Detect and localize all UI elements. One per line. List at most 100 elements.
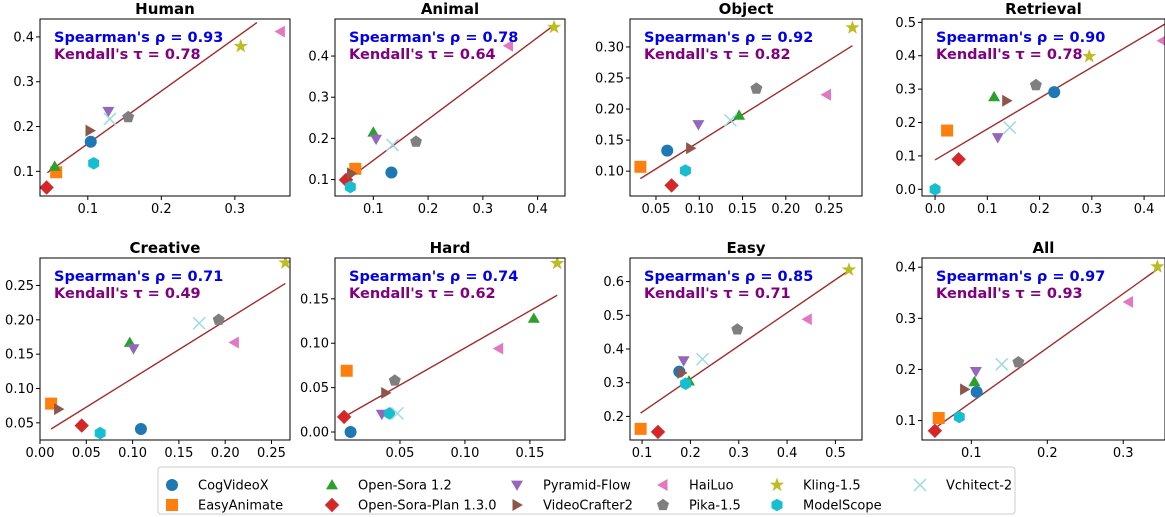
- legend: CogVideoX EasyAnimate Open-Sora 1.2 Open-So…: [157, 466, 1016, 515]
- point-videocrafter2: [347, 167, 358, 180]
- point-pika-1-5: [1012, 356, 1025, 368]
- x-tick-label: 0.3: [225, 202, 246, 217]
- point-pyramid-flow: [969, 367, 982, 378]
- x-tick-label: 0.0: [925, 202, 946, 217]
- kendall-label: Kendall's τ = 0.49: [54, 286, 201, 302]
- x-stroke: [695, 352, 710, 366]
- x-stroke: [995, 357, 1009, 371]
- legend-label: Open-Sora-Plan 1.3.0: [358, 499, 497, 514]
- x-tick-label: 0.15: [164, 446, 193, 461]
- point-kling-1-5: [550, 258, 565, 270]
- point-open-sora-1-2: [968, 375, 981, 387]
- point-pyramid-flow: [102, 106, 115, 118]
- y-tick-label: 0.10: [595, 165, 624, 180]
- legend-label: Pika-1.5: [689, 499, 741, 514]
- fit-line: [932, 268, 1158, 430]
- y-tick-label: 0.15: [595, 134, 624, 149]
- x-tick-label: 0.25: [257, 446, 286, 461]
- legend-marker: [771, 498, 783, 512]
- point-vchitect-2: [695, 352, 710, 366]
- x-tick-label: 0.20: [771, 202, 800, 217]
- point-easyanimate: [340, 364, 353, 377]
- point-pika-1-5: [750, 82, 763, 94]
- axes-frame: [921, 18, 1165, 197]
- legend-label: CogVideoX: [198, 479, 269, 494]
- point-videocrafter2: [960, 383, 971, 396]
- y-tick-label: 0.10: [5, 382, 34, 397]
- x-tick-label: 0.2: [1037, 446, 1058, 461]
- point-modelscope: [953, 410, 965, 424]
- subplot-title: Object: [719, 0, 774, 18]
- kendall-label: Kendall's τ = 0.78: [54, 47, 201, 63]
- point-hailuo: [820, 88, 831, 101]
- spearman-label: Spearman's ρ = 0.93: [54, 30, 223, 46]
- y-tick-label: 0.1: [308, 173, 329, 188]
- point-open-sora-plan-1-3-0: [336, 409, 352, 425]
- axes-frame: [921, 257, 1165, 441]
- legend-item: Pika-1.5: [657, 499, 741, 514]
- point-pika-1-5: [731, 323, 744, 335]
- plot-area: [40, 22, 285, 195]
- spearman-label: Spearman's ρ = 0.71: [54, 269, 223, 285]
- y-tick-label: 0.2: [603, 410, 624, 425]
- subplot-title: All: [1033, 239, 1055, 257]
- axes-frame: [629, 18, 863, 197]
- point-vchitect-2: [723, 113, 737, 127]
- legend-item: VideoCrafter2: [512, 499, 633, 514]
- x-tick-label: 0.25: [815, 202, 844, 217]
- subplot-title: Easy: [726, 239, 765, 257]
- y-tick-label: 0.1: [13, 165, 34, 180]
- legend-label: Pyramid-Flow: [543, 479, 631, 494]
- point-pyramid-flow: [692, 120, 705, 131]
- plot-area: [45, 258, 290, 440]
- kendall-label: Kendall's τ = 0.62: [349, 286, 496, 302]
- subplot-title: Creative: [130, 239, 201, 257]
- point-vchitect-2: [385, 138, 400, 152]
- x-tick-label: 0.15: [515, 446, 544, 461]
- subplot-object: Object 0.05 0.10 0.15 0.20 0.25 0.10 0.15 0.20 0.…: [595, 0, 863, 217]
- legend-item: ModelScope: [771, 498, 882, 514]
- y-tick-label: 0.0: [895, 183, 916, 198]
- fit-line: [343, 294, 558, 418]
- axes-frame: [39, 257, 291, 441]
- y-tick-label: 0.05: [300, 381, 329, 396]
- plot-area: [927, 259, 1165, 438]
- point-cogvideox: [970, 385, 983, 398]
- point-open-sora-plan-1-3-0: [40, 180, 54, 195]
- y-tick-label: 0.4: [603, 343, 624, 358]
- point-modelscope: [680, 377, 691, 390]
- point-pika-1-5: [1029, 78, 1042, 91]
- spearman-label: Spearman's ρ = 0.78: [349, 30, 518, 46]
- kendall-label: Kendall's τ = 0.64: [349, 47, 496, 63]
- x-tick-label: 0.3: [473, 202, 494, 217]
- point-vchitect-2: [390, 406, 404, 420]
- point-pyramid-flow: [127, 344, 140, 355]
- point-kling-1-5: [546, 19, 562, 34]
- y-tick-label: 0.4: [13, 30, 34, 45]
- x-stroke: [913, 478, 927, 492]
- subplot-human: Human 0.1 0.2 0.3 0.1 0.2 0.3 0.4 Spearman's ρ =…: [13, 0, 291, 217]
- point-hailuo: [1156, 35, 1165, 46]
- legend-marker: [769, 477, 785, 492]
- legend-item: Vchitect-2: [913, 478, 1012, 494]
- point-kling-1-5: [1082, 48, 1097, 63]
- subplot-hard: Hard 0.05 0.10 0.15 0.00 0.05 0.10 0.15 Spearman…: [300, 239, 566, 461]
- y-tick-label: 0.3: [308, 91, 329, 106]
- point-open-sora-plan-1-3-0: [650, 424, 666, 440]
- kendall-label: Kendall's τ = 0.71: [644, 286, 791, 302]
- y-tick-label: 0.05: [5, 416, 34, 431]
- point-videocrafter2: [381, 387, 392, 399]
- point-hailuo: [228, 336, 239, 349]
- y-tick-label: 0.1: [895, 149, 916, 164]
- x-tick-label: 0.4: [527, 202, 548, 217]
- plot-area: [338, 19, 562, 194]
- point-hailuo: [502, 39, 513, 52]
- x-tick-label: 0.00: [26, 446, 55, 461]
- y-tick-label: 0.4: [895, 49, 916, 64]
- point-easyanimate: [941, 124, 954, 137]
- kendall-label: Kendall's τ = 0.82: [644, 47, 791, 63]
- subplot-animal: Animal 0.1 0.2 0.3 0.4 0.1 0.2 0.3 0.4 Spearman's…: [308, 0, 566, 217]
- legend-item: CogVideoX: [166, 479, 269, 494]
- y-tick-label: 0.5: [603, 309, 624, 324]
